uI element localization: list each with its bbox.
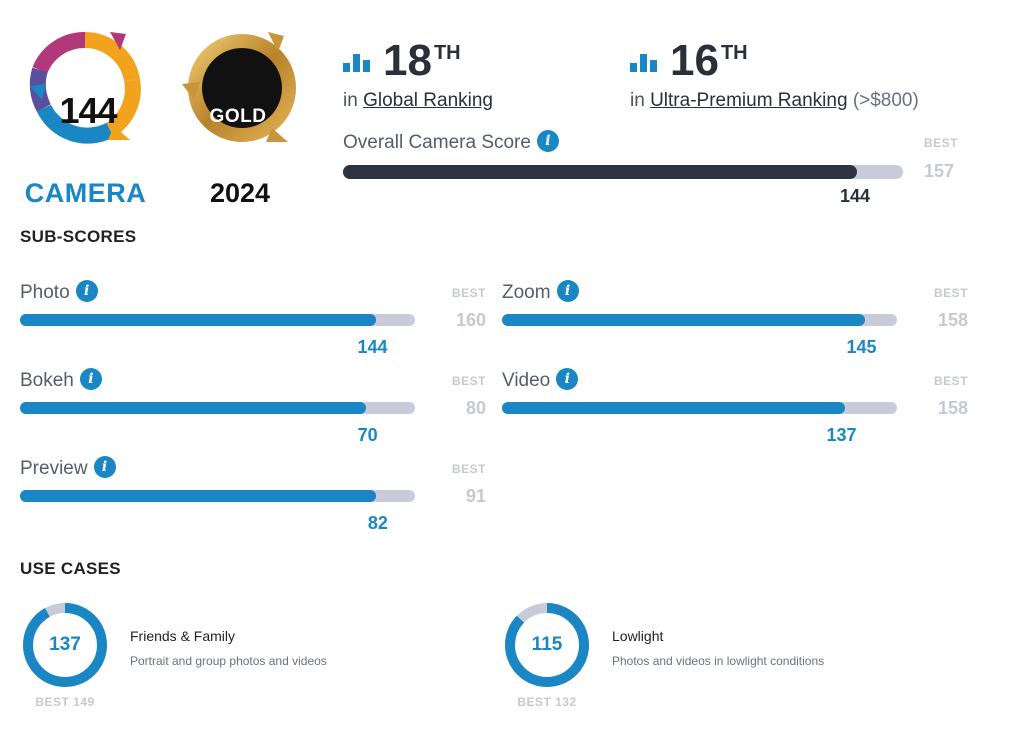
subscore-best-tag: BEST — [933, 374, 968, 388]
subscore-bar — [502, 314, 897, 326]
subscore-best-value: 91 — [465, 486, 486, 506]
subscore-fill — [502, 314, 865, 326]
overall-score-fill — [343, 165, 857, 179]
info-icon[interactable]: i — [556, 280, 579, 302]
use-case-title: Friends & Family — [130, 628, 236, 644]
use-case-best: BEST 132 — [517, 695, 577, 709]
score-ring-icon — [505, 603, 589, 687]
global-rank-position: 18 TH — [383, 36, 461, 85]
camera-label: CAMERA — [24, 178, 147, 208]
camera-score-badge: 144 CAMERA — [18, 28, 153, 208]
use-case-score-ring: 115 — [504, 602, 590, 688]
subscore-fill — [20, 402, 366, 414]
ranking-bars-icon — [343, 52, 373, 72]
overall-best-tag: BEST — [924, 136, 959, 150]
camera-score-value: 144 — [59, 90, 117, 131]
subscore-best-value: 158 — [937, 310, 968, 330]
subscore-fill — [20, 490, 376, 502]
ultra-rank-caption: in Ultra-Premium Ranking (>$800) — [630, 90, 919, 111]
info-icon[interactable]: i — [93, 456, 116, 478]
award-year: 2024 — [209, 178, 271, 208]
info-icon[interactable]: i — [556, 368, 579, 390]
use-case-score: 137 — [49, 634, 81, 655]
subscore-best-tag: BEST — [451, 374, 486, 388]
price-range: (>$800) — [852, 90, 919, 111]
use-cases-title: USE CASES — [20, 559, 121, 578]
subscore-label: Video i — [502, 368, 579, 392]
subscore-bar — [20, 402, 415, 414]
score-ring-icon — [23, 603, 107, 687]
subscore-best-value: 80 — [465, 398, 486, 418]
subscore-value: 145 — [846, 337, 877, 357]
use-case-description: Portrait and group photos and videos — [130, 654, 327, 668]
subscore-fill — [20, 314, 376, 326]
use-case-score: 115 — [531, 634, 563, 655]
subscore-value: 137 — [826, 425, 857, 445]
subscore-best-value: 160 — [455, 310, 486, 330]
camera-badge-ring-icon — [29, 31, 141, 144]
subscore-label: Zoom i — [502, 280, 579, 304]
use-case-score-ring: 137 — [22, 602, 108, 688]
overall-score-label: Overall Camera Score i — [343, 130, 559, 154]
info-icon[interactable]: i — [75, 280, 98, 302]
gold-label: GOLD — [209, 106, 267, 127]
global-rank-caption: in Global Ranking — [343, 90, 493, 111]
subscore-bar — [20, 314, 415, 326]
subscore-bar — [502, 402, 897, 414]
subscore-best-value: 158 — [937, 398, 968, 418]
overall-best-value: 157 — [924, 161, 955, 181]
use-case-best: BEST 149 — [35, 695, 95, 709]
ultra-rank-position: 16 TH — [670, 36, 748, 85]
ultra-premium-ranking-link[interactable]: Ultra-Premium Ranking — [650, 90, 848, 111]
subscore-best-tag: BEST — [933, 286, 968, 300]
global-ranking-link[interactable]: Global Ranking — [363, 90, 493, 111]
ultra-premium-ranking: 16 TH in Ultra-Premium Ranking (>$800) — [630, 36, 970, 116]
use-case-title: Lowlight — [612, 628, 664, 644]
subscore-label: Bokeh i — [20, 368, 102, 392]
subscore-fill — [502, 402, 845, 414]
subscore-label: Photo i — [20, 280, 98, 304]
info-icon[interactable]: i — [79, 368, 102, 390]
overall-score-value: 144 — [839, 186, 870, 206]
use-case-description: Photos and videos in lowlight conditions — [612, 654, 825, 668]
subscore-bar — [20, 490, 415, 502]
subscores-title: SUB-SCORES — [20, 227, 137, 246]
info-icon[interactable]: i — [536, 130, 559, 152]
global-ranking: 18 TH in Global Ranking — [343, 36, 603, 116]
subscore-value: 82 — [367, 513, 388, 533]
ranking-bars-icon — [630, 52, 660, 72]
subscore-best-tag: BEST — [451, 462, 486, 476]
subscore-value: 144 — [357, 337, 388, 357]
subscore-best-tag: BEST — [451, 286, 486, 300]
gold-medal-icon — [182, 32, 296, 142]
gold-award-badge: GOLD 2024 — [178, 28, 302, 208]
subscore-label: Preview i — [20, 456, 116, 480]
overall-score-bar — [343, 165, 903, 179]
subscore-value: 70 — [357, 425, 378, 445]
